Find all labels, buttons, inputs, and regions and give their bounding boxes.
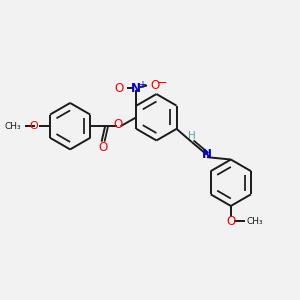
Text: O: O [98,141,107,154]
Text: O: O [150,79,159,92]
Text: CH₃: CH₃ [4,122,21,131]
Text: N: N [131,82,141,95]
Text: N: N [202,148,212,161]
Text: +: + [138,80,146,90]
Text: O: O [29,121,38,131]
Text: O: O [226,215,236,228]
Text: O: O [114,118,123,131]
Text: H: H [188,131,196,141]
Text: O: O [114,82,123,95]
Text: −: − [157,76,167,89]
Text: CH₃: CH₃ [246,217,263,226]
